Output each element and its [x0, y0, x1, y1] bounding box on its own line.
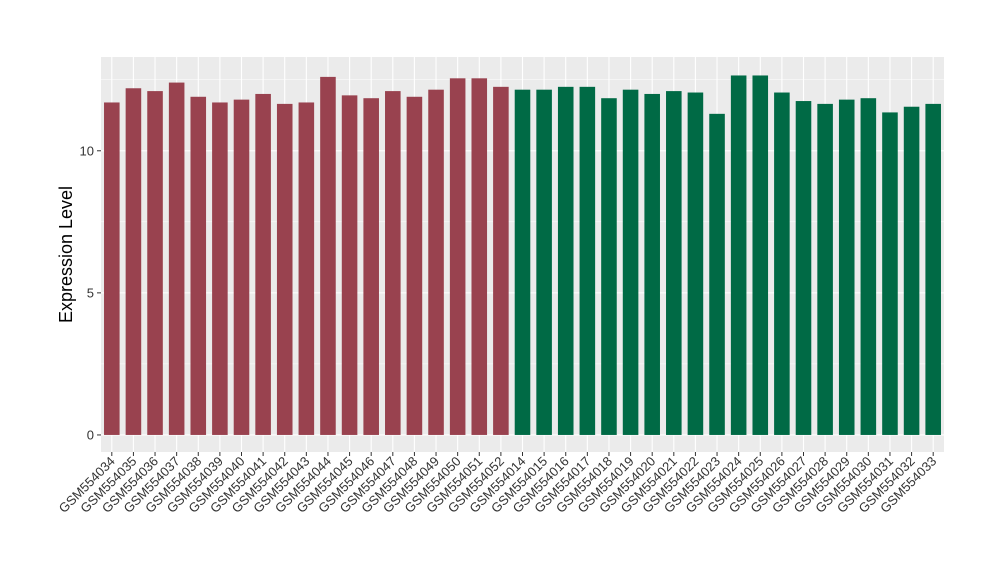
y-tick-label: 5	[87, 285, 94, 300]
bar-gsm554043	[298, 102, 315, 435]
bar-gsm554040	[233, 99, 250, 435]
bar-gsm554048	[406, 96, 423, 435]
bar-gsm554030	[860, 98, 877, 435]
bar-gsm554022	[687, 92, 704, 435]
y-tick-label: 10	[80, 143, 94, 158]
bar-gsm554049	[428, 89, 444, 435]
bar-gsm554052	[493, 86, 509, 435]
bar-gsm554033	[925, 103, 941, 435]
bar-gsm554038	[190, 96, 207, 435]
bar-gsm554028	[817, 103, 833, 435]
bar-gsm554014	[514, 89, 531, 435]
bar-gsm554050	[449, 78, 466, 435]
bar-gsm554047	[385, 91, 401, 435]
bar-gsm554026	[774, 92, 790, 435]
bar-gsm554021	[666, 91, 682, 435]
bar-gsm554037	[168, 82, 185, 435]
bar-gsm554029	[838, 99, 855, 435]
bar-gsm554035	[125, 88, 142, 435]
x-axis: GSM554034GSM554035GSM554036GSM554037GSM5…	[56, 452, 939, 516]
bar-gsm554045	[341, 95, 358, 435]
y-axis: 0 5 10	[80, 143, 101, 442]
bar-gsm554023	[709, 113, 725, 435]
bar-gsm554016	[557, 86, 574, 435]
bar-gsm554015	[536, 89, 552, 435]
bar-gsm554051	[471, 78, 488, 435]
bar-gsm554031	[882, 112, 898, 435]
bar-gsm554042	[276, 103, 293, 435]
bar-gsm554044	[320, 76, 336, 435]
bar-gsm554025	[752, 75, 769, 435]
bar-gsm554041	[255, 93, 271, 435]
bars	[104, 75, 941, 435]
y-axis-title: Expression Level	[56, 186, 76, 323]
bar-gsm554017	[579, 86, 596, 435]
bar-gsm554039	[212, 102, 228, 435]
bar-gsm554024	[730, 75, 747, 435]
bar-gsm554018	[601, 98, 617, 435]
y-tick-label: 0	[87, 427, 94, 442]
bar-gsm554046	[363, 98, 379, 435]
bar-gsm554027	[795, 101, 812, 435]
bar-gsm554034	[104, 102, 120, 435]
bar-gsm554019	[622, 89, 639, 435]
bar-gsm554032	[903, 106, 920, 435]
bar-gsm554020	[644, 93, 660, 435]
bar-gsm554036	[147, 91, 163, 435]
